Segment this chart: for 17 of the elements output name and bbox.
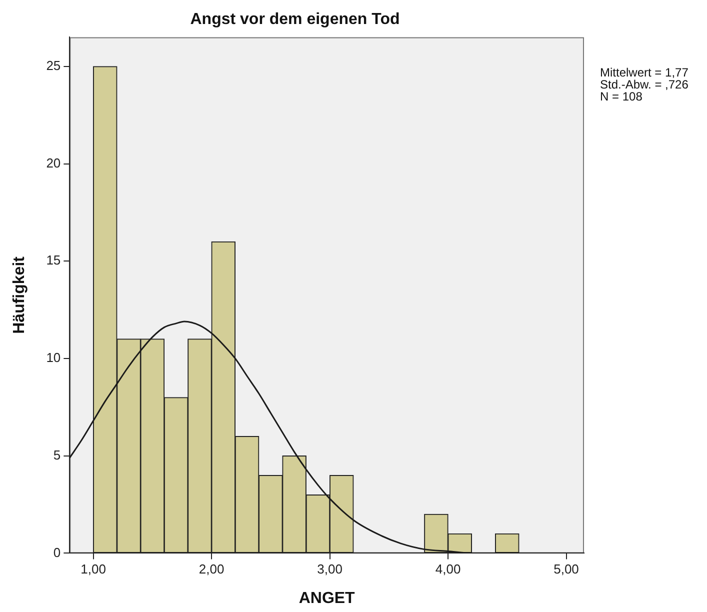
- y-tick-label: 0: [53, 544, 61, 560]
- chart-title: Angst vor dem eigenen Tod: [190, 11, 400, 28]
- text: Std.-Abw. = ,726: [600, 78, 689, 92]
- text: Mittelwert = 1,77: [600, 66, 689, 80]
- x-tick-label: 1,00: [80, 562, 106, 577]
- y-tick-label: 25: [46, 58, 61, 73]
- x-tick-label: 2,00: [198, 562, 224, 577]
- x-tick-label: 4,00: [435, 562, 461, 577]
- x-tick-label: 3,00: [317, 562, 342, 577]
- y-tick-label: 10: [46, 350, 61, 366]
- y-tick-label: 15: [46, 252, 61, 268]
- x-tick-label: 5,00: [554, 562, 579, 577]
- text: N = 108: [600, 90, 643, 104]
- y-tick-label: 20: [46, 155, 61, 170]
- y-axis-title: Häufigkeit: [11, 256, 28, 334]
- x-axis-title: ANGET: [298, 590, 356, 607]
- y-tick-label: 5: [53, 447, 61, 462]
